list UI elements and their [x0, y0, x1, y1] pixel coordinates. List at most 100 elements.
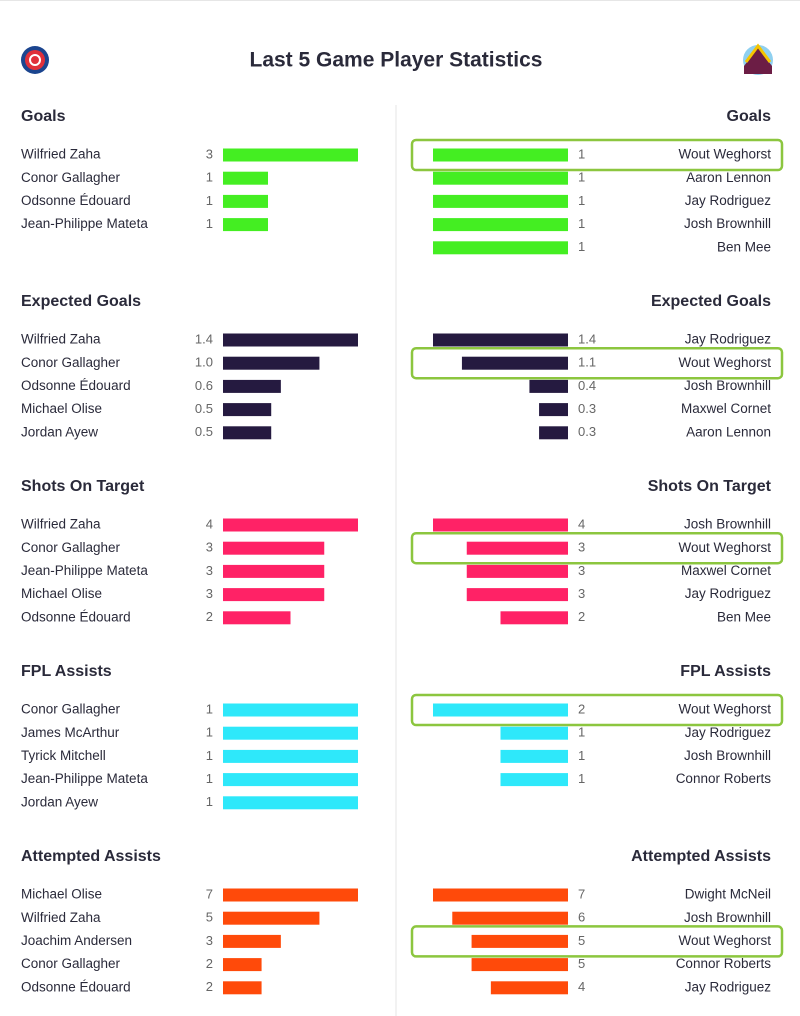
stat-value: 1.0: [195, 355, 213, 370]
stat-value: 4: [578, 516, 585, 531]
player-name: Conor Gallagher: [21, 702, 121, 717]
player-name: Odsonne Édouard: [21, 979, 131, 994]
player-name: Maxwel Cornet: [681, 563, 771, 578]
player-name: Jay Rodriguez: [685, 586, 772, 601]
bar: [223, 911, 320, 925]
stat-value: 1: [578, 216, 585, 231]
stat-value: 7: [206, 886, 213, 901]
player-name: Wout Weghorst: [678, 540, 771, 555]
player-name: Wout Weghorst: [678, 147, 771, 162]
section-title: Shots On Target: [648, 478, 772, 495]
player-name: Aaron Lennon: [686, 170, 771, 185]
stat-value: 1: [578, 170, 585, 185]
bar: [223, 518, 358, 532]
bar: [223, 148, 358, 162]
player-name: Tyrick Mitchell: [21, 748, 106, 763]
player-name: Jay Rodriguez: [685, 332, 772, 347]
player-name: Wout Weghorst: [678, 933, 771, 948]
section-title: Shots On Target: [21, 478, 145, 495]
stat-value: 1: [206, 794, 213, 809]
bar: [223, 796, 358, 810]
stat-value: 5: [578, 956, 585, 971]
stat-value: 7: [578, 886, 585, 901]
section-title: Expected Goals: [651, 293, 771, 310]
stat-value: 3: [206, 563, 213, 578]
bar: [223, 379, 281, 393]
section-title: Goals: [21, 108, 66, 125]
stat-value: 1: [206, 748, 213, 763]
stat-value: 3: [578, 563, 585, 578]
bar: [223, 218, 268, 232]
bar: [223, 356, 320, 370]
home-logo: [21, 46, 49, 74]
section-title: Attempted Assists: [631, 848, 771, 865]
stat-value: 1: [206, 170, 213, 185]
section-title: Goals: [727, 108, 772, 125]
stat-value: 2: [206, 609, 213, 624]
away-logo: [743, 43, 773, 75]
section-title: FPL Assists: [680, 663, 771, 680]
bar: [466, 588, 568, 602]
bar: [433, 241, 568, 255]
highlight-box: [410, 531, 784, 565]
player-name: Jean-Philippe Mateta: [21, 771, 148, 786]
highlight-box: [410, 138, 784, 172]
player-name: Odsonne Édouard: [21, 193, 131, 208]
player-name: Wilfried Zaha: [21, 517, 101, 532]
player-name: Connor Roberts: [676, 771, 772, 786]
stat-value: 1: [578, 748, 585, 763]
bar: [471, 934, 568, 948]
player-name: Ben Mee: [717, 239, 771, 254]
player-name: Conor Gallagher: [21, 956, 121, 971]
bar: [223, 934, 281, 948]
bar: [223, 773, 358, 787]
bar: [461, 356, 568, 370]
player-name: Wout Weghorst: [678, 702, 771, 717]
bar: [223, 426, 272, 440]
player-name: Connor Roberts: [676, 956, 772, 971]
bar: [490, 981, 568, 995]
player-name: Wout Weghorst: [678, 355, 771, 370]
player-name: Josh Brownhill: [684, 216, 771, 231]
bar: [500, 726, 568, 740]
bar: [471, 958, 568, 972]
highlight-box: [410, 346, 784, 380]
bar: [500, 749, 568, 763]
bar: [223, 171, 268, 185]
bar: [223, 588, 325, 602]
bar: [529, 379, 568, 393]
stat-value: 1.4: [195, 331, 213, 346]
bar: [500, 773, 568, 787]
bar: [223, 194, 268, 208]
player-name: Jean-Philippe Mateta: [21, 563, 148, 578]
player-name: Conor Gallagher: [21, 540, 121, 555]
stat-value: 5: [206, 910, 213, 925]
player-name: Conor Gallagher: [21, 170, 121, 185]
stat-value: 1: [578, 146, 585, 161]
stat-value: 0.5: [195, 424, 213, 439]
bar: [223, 611, 291, 625]
stat-value: 3: [578, 586, 585, 601]
bar: [433, 148, 568, 162]
bar: [223, 333, 358, 347]
stat-value: 3: [578, 540, 585, 555]
bar: [223, 888, 358, 902]
player-name: Michael Olise: [21, 401, 102, 416]
section-title: FPL Assists: [21, 663, 112, 680]
bar: [539, 403, 568, 417]
player-name: Josh Brownhill: [684, 517, 771, 532]
stat-value: 1: [206, 725, 213, 740]
player-name: Wilfried Zaha: [21, 332, 101, 347]
stat-value: 1.4: [578, 331, 596, 346]
highlight-box: [410, 925, 784, 958]
stat-value: 6: [578, 910, 585, 925]
bar: [433, 171, 568, 185]
stat-value: 0.3: [578, 401, 596, 416]
player-name: Ben Mee: [717, 609, 771, 624]
stat-value: 1: [206, 701, 213, 716]
stat-value: 1: [206, 771, 213, 786]
stat-value: 0.6: [195, 378, 213, 393]
page-title: Last 5 Game Player Statistics: [250, 49, 543, 72]
player-name: Josh Brownhill: [684, 748, 771, 763]
